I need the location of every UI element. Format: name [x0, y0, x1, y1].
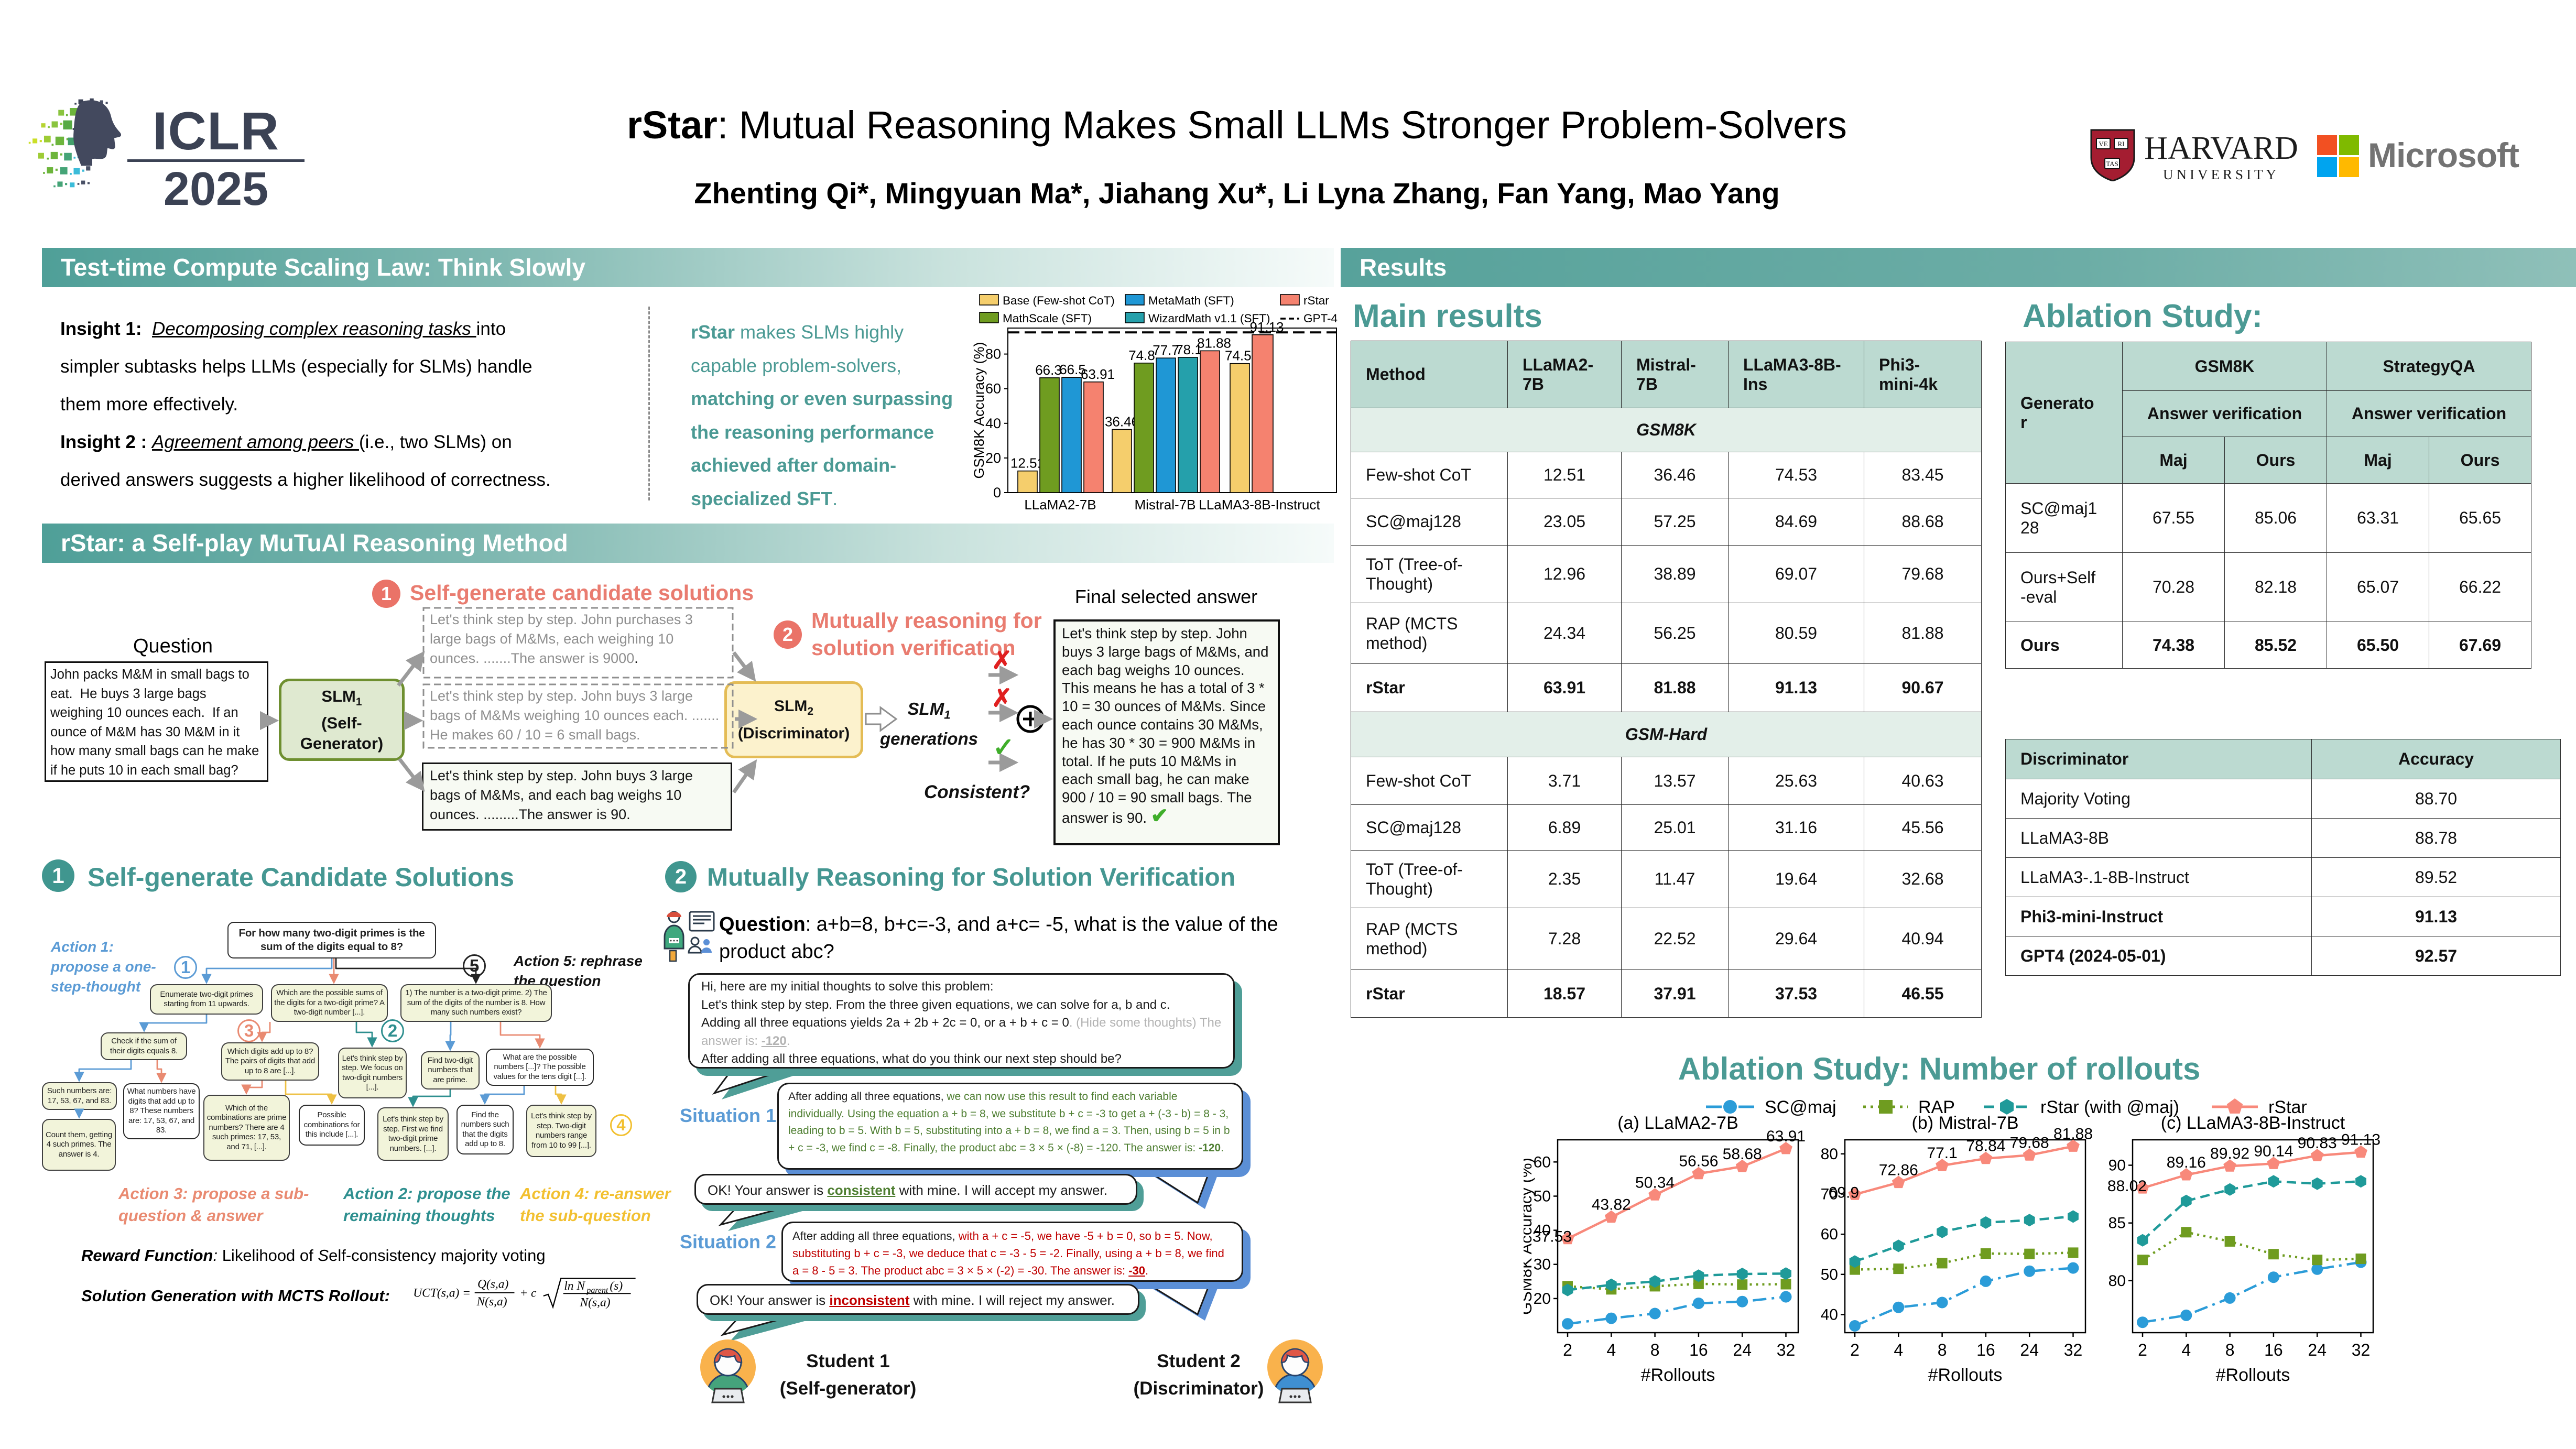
svg-text:77.7: 77.7 — [1153, 342, 1179, 358]
svg-text:50: 50 — [1534, 1188, 1551, 1205]
svg-text:(s): (s) — [610, 1279, 623, 1293]
svg-text:LLaMA2-7B: LLaMA2-7B — [1024, 497, 1096, 513]
svg-text:63.91: 63.91 — [1766, 1128, 1806, 1145]
svg-text:32: 32 — [1777, 1341, 1796, 1359]
svg-text:0: 0 — [993, 485, 1001, 500]
svg-text:rStar (with @maj): rStar (with @maj) — [2040, 1097, 2179, 1117]
svg-text:#Rollouts: #Rollouts — [2216, 1365, 2290, 1385]
svg-text:60: 60 — [1534, 1153, 1551, 1171]
svg-text:12.51: 12.51 — [1010, 455, 1045, 471]
svg-text:24: 24 — [2020, 1341, 2039, 1359]
svg-text:GPT-4: GPT-4 — [1303, 312, 1338, 325]
svg-text:30: 30 — [1534, 1256, 1551, 1273]
svg-text:40: 40 — [1821, 1306, 1838, 1324]
svg-text:40: 40 — [1534, 1222, 1551, 1239]
svg-text:MathScale (SFT): MathScale (SFT) — [1003, 312, 1092, 325]
svg-text:85: 85 — [2108, 1215, 2126, 1232]
svg-text:60: 60 — [1821, 1226, 1838, 1243]
svg-text:81.88: 81.88 — [1197, 335, 1231, 351]
svg-text:74.8: 74.8 — [1128, 347, 1155, 363]
svg-text:20: 20 — [985, 450, 1001, 466]
svg-text:parent: parent — [586, 1286, 608, 1295]
svg-text:ln N: ln N — [564, 1279, 585, 1293]
svg-text:2: 2 — [1850, 1341, 1860, 1359]
svg-text:(b) Mistral-7B: (b) Mistral-7B — [1911, 1113, 2018, 1133]
svg-text:#Rollouts: #Rollouts — [1641, 1365, 1715, 1385]
svg-text:20: 20 — [1534, 1290, 1551, 1308]
svg-text:24: 24 — [2308, 1341, 2327, 1359]
svg-text:4: 4 — [1894, 1341, 1903, 1359]
svg-text:80: 80 — [985, 346, 1001, 362]
svg-text:16: 16 — [1976, 1341, 1995, 1359]
svg-text:UCT(s,a) =: UCT(s,a) = — [413, 1286, 471, 1300]
svg-text:VE: VE — [2099, 140, 2107, 148]
svg-text:24: 24 — [1733, 1341, 1752, 1359]
svg-text:63.91: 63.91 — [1081, 366, 1115, 382]
svg-text:(c) LLaMA3-8B-Instruct: (c) LLaMA3-8B-Instruct — [2161, 1113, 2345, 1133]
svg-text:8: 8 — [2225, 1341, 2235, 1359]
svg-text:16: 16 — [1689, 1341, 1708, 1359]
svg-text:Mistral-7B: Mistral-7B — [1134, 497, 1195, 513]
svg-text:91.13: 91.13 — [1249, 319, 1284, 335]
svg-text:RI: RI — [2118, 140, 2125, 148]
svg-text:70: 70 — [1821, 1186, 1838, 1203]
svg-text:16: 16 — [2264, 1341, 2283, 1359]
svg-text:90.14: 90.14 — [2254, 1142, 2293, 1160]
svg-text:77.1: 77.1 — [1927, 1145, 1957, 1162]
svg-text:69.9: 69.9 — [1829, 1184, 1859, 1201]
svg-text:80: 80 — [2108, 1272, 2126, 1290]
svg-text:+ c: + c — [519, 1286, 537, 1300]
svg-text:50: 50 — [1821, 1266, 1838, 1283]
svg-text:RAP: RAP — [1918, 1097, 1955, 1117]
svg-text:N(s,a): N(s,a) — [476, 1295, 507, 1309]
svg-text:66.5: 66.5 — [1059, 362, 1086, 377]
svg-text:80: 80 — [1821, 1146, 1838, 1163]
svg-text:78.1: 78.1 — [1176, 342, 1202, 357]
svg-text:GSM8K Accuracy (%): GSM8K Accuracy (%) — [1524, 1158, 1535, 1315]
svg-text:2: 2 — [2138, 1341, 2147, 1359]
svg-text:60: 60 — [985, 381, 1001, 397]
svg-text:72.86: 72.86 — [1879, 1162, 1918, 1179]
svg-text:32: 32 — [2352, 1341, 2371, 1359]
svg-text:78.84: 78.84 — [1966, 1138, 2005, 1155]
svg-text:4: 4 — [1606, 1341, 1616, 1359]
svg-text:SC@maj: SC@maj — [1765, 1097, 1836, 1117]
svg-text:66.3: 66.3 — [1035, 362, 1062, 378]
svg-text:4: 4 — [2181, 1341, 2191, 1359]
svg-text:88.02: 88.02 — [2107, 1178, 2147, 1195]
svg-text:rStar: rStar — [2268, 1097, 2307, 1117]
svg-text:36.46: 36.46 — [1105, 414, 1139, 430]
svg-text:8: 8 — [1938, 1341, 1947, 1359]
svg-text:Q(s,a): Q(s,a) — [477, 1278, 509, 1291]
svg-text:(a) LLaMA2-7B: (a) LLaMA2-7B — [1617, 1113, 1738, 1133]
svg-text:90: 90 — [2108, 1157, 2126, 1174]
svg-text:#Rollouts: #Rollouts — [1928, 1365, 2003, 1385]
svg-text:43.82: 43.82 — [1592, 1196, 1631, 1214]
svg-text:Base (Few-shot CoT): Base (Few-shot CoT) — [1003, 294, 1115, 307]
svg-text:N(s,a): N(s,a) — [580, 1296, 611, 1310]
svg-text:32: 32 — [2064, 1341, 2083, 1359]
svg-text:LLaMA3-8B-Instruct: LLaMA3-8B-Instruct — [1199, 497, 1320, 513]
svg-text:TAS: TAS — [2106, 160, 2118, 168]
svg-text:50.34: 50.34 — [1635, 1174, 1675, 1191]
svg-text:8: 8 — [1650, 1341, 1660, 1359]
svg-text:90.83: 90.83 — [2298, 1135, 2337, 1152]
svg-text:40: 40 — [985, 416, 1001, 431]
svg-text:MetaMath (SFT): MetaMath (SFT) — [1148, 294, 1234, 307]
svg-text:WizardMath v1.1 (SFT): WizardMath v1.1 (SFT) — [1148, 312, 1270, 325]
svg-text:81.88: 81.88 — [2053, 1125, 2093, 1142]
svg-text:37.53: 37.53 — [1532, 1228, 1572, 1246]
svg-text:2: 2 — [1563, 1341, 1572, 1359]
svg-text:rStar: rStar — [1303, 294, 1329, 307]
svg-text:58.68: 58.68 — [1723, 1146, 1762, 1163]
svg-text:GSM8K Accuracy (%): GSM8K Accuracy (%) — [972, 342, 987, 478]
svg-text:79.68: 79.68 — [2010, 1134, 2049, 1151]
svg-text:89.16: 89.16 — [2167, 1154, 2206, 1171]
svg-text:89.92: 89.92 — [2210, 1145, 2249, 1162]
svg-text:56.56: 56.56 — [1679, 1153, 1718, 1170]
svg-text:91.13: 91.13 — [2341, 1131, 2381, 1149]
